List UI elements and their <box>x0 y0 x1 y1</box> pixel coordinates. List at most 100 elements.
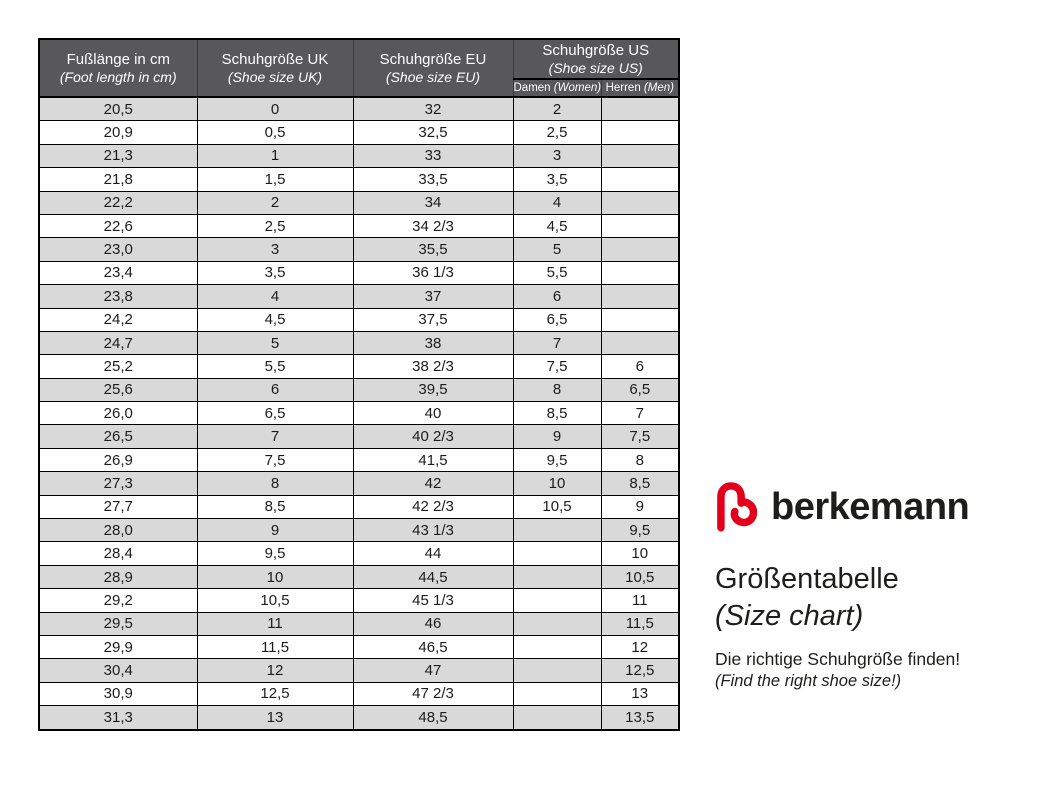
table-cell: 43 1/3 <box>352 518 514 543</box>
table-cell: 27,3 <box>38 471 198 496</box>
table-cell: 47 2/3 <box>352 681 514 707</box>
table-cell: 3,5 <box>196 260 354 286</box>
table-cell: 13 <box>196 705 354 731</box>
table-cell <box>512 564 602 590</box>
table-cell: 5 <box>512 237 602 262</box>
table-cell: 47 <box>352 658 514 683</box>
table-row: 24,7 5 38 7 <box>38 330 680 356</box>
header-subtitle: (Foot length in cm) <box>59 69 177 85</box>
table-cell: 8,5 <box>512 401 602 426</box>
table-cell: 46 <box>352 611 514 636</box>
table-cell <box>600 96 680 122</box>
chart-title-en: (Size chart) <box>715 600 864 632</box>
table-cell <box>512 681 602 707</box>
table-row: 26,9 7,5 41,5 9,5 8 <box>38 447 680 473</box>
table-cell: 23,8 <box>38 284 198 309</box>
table-cell <box>600 190 680 215</box>
table-cell <box>512 634 602 660</box>
table-cell: 10,5 <box>600 564 680 590</box>
table-cell: 21,3 <box>38 143 198 169</box>
table-cell: 8 <box>196 471 354 496</box>
table-cell: 12 <box>600 634 680 660</box>
table-cell: 7 <box>196 424 354 449</box>
table-row: 31,3 13 48,5 13,5 <box>38 705 680 731</box>
table-cell: 6 <box>196 377 354 403</box>
table-cell: 11 <box>600 588 680 613</box>
table-row: 23,0 3 35,5 5 <box>38 237 680 262</box>
table-cell: 24,2 <box>38 307 198 332</box>
table-row: 24,2 4,5 37,5 6,5 <box>38 307 680 332</box>
header-size-us: Schuhgröße US (Shoe size US) <box>512 39 680 80</box>
header-title: Schuhgröße UK <box>221 51 329 68</box>
header-size-uk: Schuhgröße UK (Shoe size UK) <box>196 39 353 98</box>
table-row: 25,2 5,5 38 2/3 7,5 6 <box>38 354 680 379</box>
table-cell: 5,5 <box>512 260 602 286</box>
table-cell: 8,5 <box>196 494 354 520</box>
table-cell: 28,0 <box>38 518 198 543</box>
table-row: 20,9 0,5 32,5 2,5 <box>38 120 680 145</box>
table-cell <box>600 237 680 262</box>
table-cell <box>600 284 680 309</box>
table-cell: 33 <box>352 143 514 169</box>
table-cell <box>512 588 602 613</box>
table-cell: 9,5 <box>512 447 602 473</box>
table-row: 28,4 9,5 44 10 <box>38 541 680 566</box>
table-cell: 10,5 <box>512 494 602 520</box>
table-cell: 4,5 <box>196 307 354 332</box>
berkemann-logo-icon <box>717 481 757 531</box>
table-row: 30,4 12 47 12,5 <box>38 658 680 683</box>
table-row: 22,6 2,5 34 2/3 4,5 <box>38 213 680 239</box>
table-cell <box>600 143 680 169</box>
table-header: Fußlänge in cm (Foot length in cm) Schuh… <box>39 39 680 98</box>
table-cell: 2,5 <box>512 120 602 145</box>
table-cell: 0 <box>196 96 354 122</box>
table-cell: 38 <box>352 330 514 356</box>
table-cell: 26,0 <box>38 401 198 426</box>
table-cell: 36 1/3 <box>352 260 514 286</box>
table-cell: 37,5 <box>352 307 514 332</box>
brand-logo-row: berkemann <box>713 478 1046 536</box>
table-cell <box>600 330 680 356</box>
table-cell: 48,5 <box>352 705 514 731</box>
table-cell: 30,9 <box>38 681 198 707</box>
header-subtitle: (Shoe size UK) <box>227 69 323 85</box>
table-row: 27,7 8,5 42 2/3 10,5 9 <box>38 494 680 520</box>
table-cell: 2,5 <box>196 213 354 239</box>
table-cell: 41,5 <box>352 447 514 473</box>
table-cell: 40 <box>352 401 514 426</box>
table-cell: 6,5 <box>196 401 354 426</box>
table-cell: 7 <box>600 401 680 426</box>
table-cell <box>512 705 602 731</box>
subheader-women-en: (Women) <box>553 82 602 94</box>
table-cell: 32,5 <box>352 120 514 145</box>
table-row: 29,2 10,5 45 1/3 11 <box>38 588 680 613</box>
table-cell: 2 <box>512 96 602 122</box>
table-row: 21,8 1,5 33,5 3,5 <box>38 167 680 192</box>
table-cell: 22,6 <box>38 213 198 239</box>
table-cell: 5,5 <box>196 354 354 379</box>
header-foot-length: Fußlänge in cm (Foot length in cm) <box>39 39 197 98</box>
table-cell: 13,5 <box>600 705 680 731</box>
header-size-eu: Schuhgröße EU (Shoe size EU) <box>352 39 513 98</box>
table-cell: 7 <box>512 330 602 356</box>
table-cell: 10 <box>512 471 602 496</box>
size-table-body: 20,5 0 32 2 20,9 0,5 32,5 2,5 21,3 1 33 3 21,8 1,5 33,… <box>38 96 680 731</box>
subheader-men-en: (Men) <box>643 82 674 94</box>
table-cell: 31,3 <box>38 705 198 731</box>
table-cell: 9 <box>512 424 602 449</box>
table-cell: 2 <box>196 190 354 215</box>
table-row: 28,9 10 44,5 10,5 <box>38 564 680 590</box>
table-row: 25,6 6 39,5 8 6,5 <box>38 377 680 403</box>
table-row: 22,2 2 34 4 <box>38 190 680 215</box>
table-cell: 21,8 <box>38 167 198 192</box>
table-cell: 4 <box>512 190 602 215</box>
table-cell <box>512 518 602 543</box>
table-cell <box>600 260 680 286</box>
branding-panel: berkemann Größentabelle (Size chart) Die… <box>713 478 1046 690</box>
table-cell: 8 <box>512 377 602 403</box>
table-cell: 3 <box>512 143 602 169</box>
table-cell: 7,5 <box>196 447 354 473</box>
table-cell: 29,9 <box>38 634 198 660</box>
table-row: 30,9 12,5 47 2/3 13 <box>38 681 680 707</box>
table-row: 20,5 0 32 2 <box>38 96 680 122</box>
